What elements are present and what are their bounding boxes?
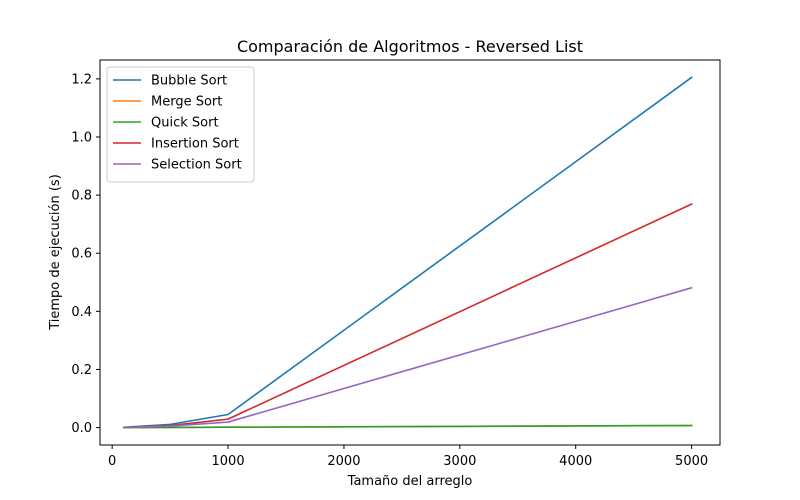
legend-box	[106, 66, 255, 183]
x-axis-label: Tamaño del arreglo	[347, 474, 473, 489]
legend: Bubble Sort Merge Sort Quick Sort Insertion…	[106, 66, 255, 183]
x-tick-label: 4000	[559, 454, 592, 469]
legend-label-1: Merge Sort	[151, 95, 222, 110]
legend-label-2: Quick Sort	[151, 116, 219, 131]
x-tick-label: 1000	[212, 454, 245, 469]
x-tick-label: 2000	[327, 454, 360, 469]
plot-frame	[99, 59, 721, 446]
x-tick-label: 5000	[675, 454, 708, 469]
y-axis: 0.0 0.2 0.4 0.6 0.8 1.0 1.2	[71, 72, 100, 436]
y-tick-label: 0.0	[71, 421, 92, 436]
chart-title: Comparación de Algoritmos - Reversed Lis…	[237, 37, 583, 56]
y-tick-label: 0.6	[71, 247, 92, 262]
y-tick-label: 1.2	[71, 72, 92, 87]
x-tick-label: 0	[108, 454, 116, 469]
x-tick-label: 3000	[443, 454, 476, 469]
y-tick-label: 0.2	[71, 363, 92, 378]
x-axis: 0 1000 2000 3000 4000 5000	[108, 445, 708, 469]
y-axis-label: Tiempo de ejecución (s)	[48, 174, 63, 331]
plot-lines	[122, 76, 693, 429]
legend-label-0: Bubble Sort	[151, 74, 227, 89]
y-tick-label: 0.4	[71, 305, 92, 320]
y-tick-label: 0.8	[71, 189, 92, 204]
y-tick-label: 1.0	[71, 131, 92, 146]
series-line-4	[122, 286, 693, 429]
legend-label-3: Insertion Sort	[151, 137, 239, 152]
legend-label-4: Selection Sort	[151, 158, 242, 173]
